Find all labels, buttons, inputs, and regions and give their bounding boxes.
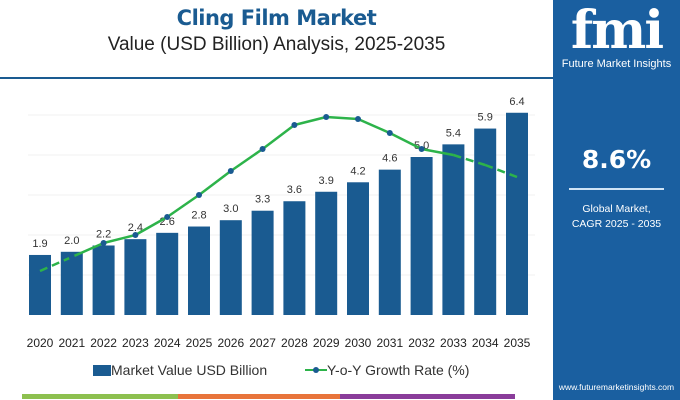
bar-2029: [315, 191, 338, 315]
x-tick-2022: 2022: [90, 336, 117, 350]
cagr-label-2: CAGR 2025 - 2035: [571, 218, 662, 230]
bar-2023: [124, 239, 147, 315]
cagr-divider: [569, 188, 664, 190]
legend-label: Market Value USD Billion: [111, 362, 268, 378]
bar-label-2023: 2.4: [128, 222, 143, 234]
growth-point-2032: [418, 146, 425, 152]
x-tick-2028: 2028: [281, 336, 308, 350]
x-tick-2027: 2027: [249, 336, 276, 350]
bar-label-2027: 3.3: [255, 194, 270, 206]
growth-point-2029: [323, 114, 330, 120]
footer-strip-orange: [178, 394, 340, 399]
x-tick-2026: 2026: [217, 336, 244, 350]
growth-line-segment: [389, 131, 423, 151]
footer-strip-green: [22, 394, 178, 399]
x-tick-2034: 2034: [472, 336, 499, 350]
growth-line-segment: [198, 170, 232, 196]
growth-point-2028: [291, 122, 298, 128]
bar-label-2031: 4.6: [382, 153, 397, 165]
growth-line-segment: [166, 193, 200, 219]
growth-line-segment: [71, 241, 105, 259]
growth-point-2023: [132, 232, 139, 238]
x-tick-2029: 2029: [313, 336, 340, 350]
growth-line-segment: [453, 153, 486, 167]
bar-label-2033: 5.4: [446, 127, 461, 139]
summary-panel: fmi Future Market Insights 8.6% Global M…: [553, 0, 680, 400]
legend-label: Y-o-Y Growth Rate (%): [327, 362, 470, 378]
bar-2032: [410, 157, 433, 315]
bar-2027: [251, 210, 274, 315]
growth-point-2026: [227, 168, 234, 174]
bar-2034: [474, 128, 497, 315]
growth-point-2022: [100, 240, 107, 246]
growth-line-segment: [421, 147, 454, 157]
cagr-label-1: Global Market,: [582, 203, 651, 215]
growth-point-2030: [355, 116, 361, 122]
bar-swatch-icon: [93, 364, 111, 376]
growth-line-segment: [294, 115, 327, 127]
bar-2030: [347, 182, 369, 315]
x-tick-2023: 2023: [122, 336, 149, 350]
bar-label-2022: 2.2: [96, 228, 111, 240]
bar-2033: [442, 144, 465, 315]
growth-point-2031: [386, 130, 393, 136]
cagr-value: 8.6%: [581, 145, 652, 174]
x-tick-2025: 2025: [186, 336, 213, 350]
bar-2021: [60, 251, 83, 315]
x-tick-2035: 2035: [504, 336, 531, 350]
bar-label-2034: 5.9: [478, 112, 493, 124]
growth-line-segment: [103, 233, 136, 245]
x-tick-2020: 2020: [27, 336, 54, 350]
bar-2020: [29, 254, 51, 315]
brand-name: Future Market Insights: [561, 58, 672, 70]
bar-label-2020: 1.9: [32, 238, 47, 250]
growth-line-segment: [357, 117, 391, 135]
footer-strip-purple: [340, 394, 515, 399]
growth-point-2025: [196, 192, 202, 198]
x-tick-2033: 2033: [440, 336, 467, 350]
bar-2026: [219, 220, 242, 315]
bar-label-2025: 2.8: [191, 210, 206, 222]
legend-item-growth-rate[interactable]: Y-o-Y Growth Rate (%): [305, 362, 469, 378]
bar-label-2028: 3.6: [287, 184, 302, 196]
x-tick-2024: 2024: [154, 336, 181, 350]
chart-subtitle: Value (USD Billion) Analysis, 2025-2035: [107, 34, 446, 55]
growth-line-segment: [39, 255, 73, 273]
growth-line-segment: [326, 115, 359, 121]
fmi-logo: fmi: [570, 0, 664, 61]
x-tick-2030: 2030: [345, 336, 372, 350]
x-tick-2021: 2021: [58, 336, 85, 350]
growth-line-segment: [484, 163, 518, 179]
header-divider: [0, 77, 553, 79]
bar-label-2030: 4.2: [350, 165, 365, 177]
bar-2025: [188, 226, 210, 315]
chart-title: Cling Film Market: [176, 6, 377, 30]
x-tick-2032: 2032: [408, 336, 435, 350]
line-marker-icon: [305, 367, 327, 373]
bar-2022: [92, 245, 115, 315]
bar-2028: [283, 201, 306, 315]
chart-plot: 1.920202.020212.220222.420232.620242.820…: [27, 96, 535, 350]
bar-label-2029: 3.9: [319, 175, 334, 187]
bar-2031: [378, 169, 401, 315]
bar-label-2026: 3.0: [223, 203, 238, 215]
bar-label-2021: 2.0: [64, 235, 79, 247]
growth-line-segment: [261, 124, 296, 150]
growth-line-segment: [134, 215, 168, 237]
legend-item-market-value[interactable]: Market Value USD Billion: [93, 362, 267, 378]
website-link[interactable]: www.futuremarketinsights.com: [558, 382, 675, 392]
bar-2024: [156, 232, 179, 315]
growth-point-2027: [259, 146, 266, 152]
growth-point-2021: [68, 254, 75, 260]
bar-2035: [506, 112, 528, 315]
bar-label-2035: 6.4: [509, 96, 524, 108]
x-tick-2031: 2031: [376, 336, 403, 350]
growth-line-segment: [230, 147, 264, 173]
growth-point-2024: [164, 214, 171, 220]
